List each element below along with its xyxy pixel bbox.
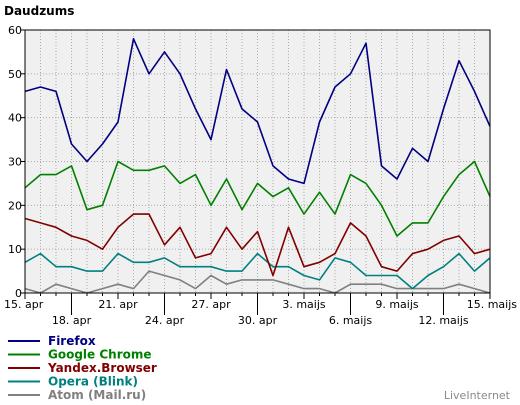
legend-label: Opera (Blink)	[48, 375, 138, 389]
y-axis: 0 10 20 30 40 50 60	[8, 24, 25, 300]
x-tick-label: 24. apr	[145, 314, 185, 327]
brand-label: LiveInternet	[444, 389, 511, 402]
y-tick-label: 10	[8, 243, 22, 256]
y-tick-label: 30	[8, 156, 22, 169]
y-tick-label: 60	[8, 24, 22, 37]
x-tick-label: 27. apr	[191, 298, 231, 311]
plot-frame	[24, 29, 491, 294]
series-line-google-chrome	[24, 160, 491, 237]
x-tick-label: 9. maijs	[375, 298, 419, 311]
legend-label: Atom (Mail.ru)	[48, 388, 146, 402]
y-tick-label: 50	[8, 68, 22, 81]
series-line-firefox	[24, 37, 491, 185]
y-tick-label: 0	[15, 287, 22, 300]
y-tick-label: 20	[8, 199, 22, 212]
legend-label: Google Chrome	[48, 348, 152, 362]
x-tick-label: 30. apr	[238, 314, 278, 327]
y-tick-label: 40	[8, 112, 22, 125]
x-tick-label: 15. apr	[4, 298, 44, 311]
x-tick-label: 3. maijs	[282, 298, 326, 311]
legend-label: Firefox	[48, 334, 96, 348]
x-tick-label: 15. maijs	[467, 298, 518, 311]
x-tick-label: 6. maijs	[329, 314, 373, 327]
series-line-opera-blink-	[24, 252, 491, 290]
x-tick-label: 18. apr	[52, 314, 92, 327]
series-lines	[24, 37, 491, 294]
series-line-yandex-browser	[24, 213, 491, 277]
x-axis: 15. apr 18. apr 21. apr 24. apr 27. apr 30. a…	[4, 293, 517, 327]
chart-title: Daudzums	[4, 4, 74, 18]
x-tick-label: 21. apr	[98, 298, 138, 311]
x-tick-label: 12. maijs	[418, 314, 469, 327]
legend-label: Yandex.Browser	[47, 361, 157, 375]
